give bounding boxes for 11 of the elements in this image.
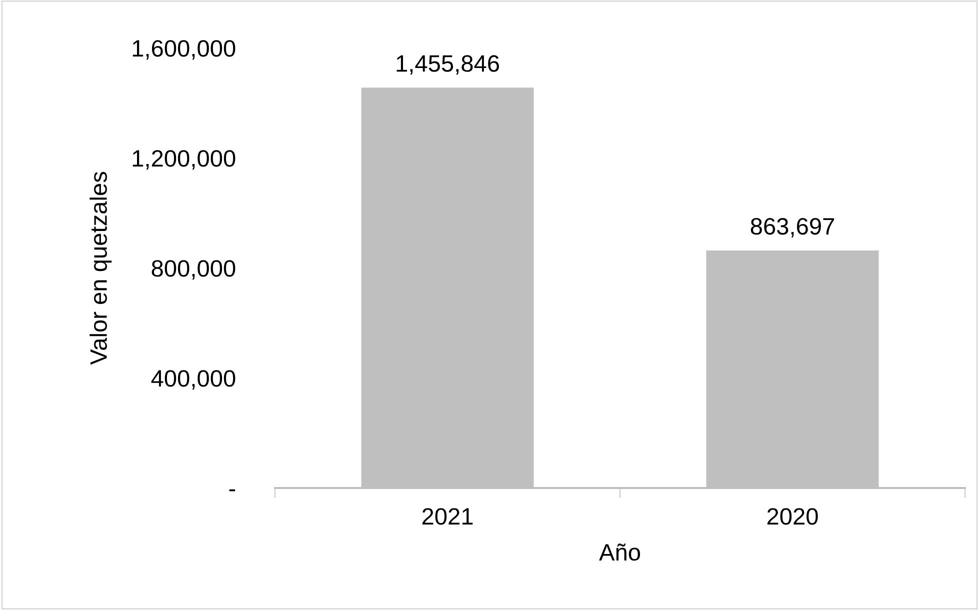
- x-axis-title: Año: [599, 544, 640, 561]
- data-label: 1,455,846: [396, 55, 499, 75]
- y-tick-label: 1,600,000: [132, 40, 236, 60]
- y-tick-label: 400,000: [151, 370, 236, 390]
- x-tick-label: 2021: [422, 508, 473, 525]
- x-tick-label: 2020: [767, 508, 818, 525]
- data-label: 863,697: [750, 218, 834, 238]
- y-axis-title: Valor en quetzales: [90, 172, 112, 365]
- y-tick-label: 800,000: [152, 260, 236, 280]
- y-tick-label: 1,200,000: [132, 150, 236, 170]
- y-tick-label: -: [229, 489, 236, 492]
